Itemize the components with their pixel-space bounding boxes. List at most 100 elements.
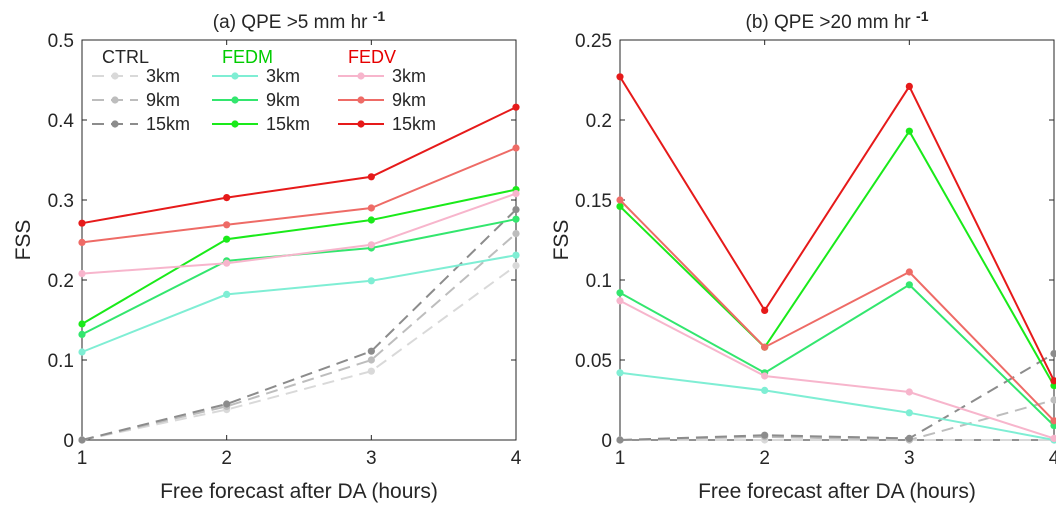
data-point-fedm-3km [223,290,231,298]
data-point-ctrl-3km [512,262,520,270]
data-point-fedv-9km [512,144,520,152]
x-tick-label: 3 [366,448,377,469]
series-line-fedv-9km [619,199,1055,422]
series-line-ctrl-9km [619,399,1055,442]
y-tick-label: 0.15 [575,191,612,212]
data-point-fedm-3km [616,369,624,377]
data-point-ctrl-15km [223,400,231,408]
y-tick-label: 0.1 [586,271,612,292]
y-tick-label: 0 [601,431,612,452]
data-point-fedm-9km [905,281,913,289]
data-point-fedv-3km [616,297,624,305]
legend-marker-fedv-15km [357,120,365,128]
chart-title-superscript: -1 [373,8,386,24]
data-point-ctrl-9km [1050,396,1056,404]
legend-marker-ctrl-15km [111,120,119,128]
data-point-fedv-3km [512,190,520,198]
data-point-fedv-3km [367,241,375,249]
data-point-fedm-15km [616,202,624,210]
data-point-fedv-9km [761,343,769,351]
data-point-ctrl-15km [616,436,624,444]
legend-group-title: FEDV [348,47,396,67]
data-point-fedv-9km [367,204,375,212]
series-line-fedv-15km [619,76,1055,382]
data-point-fedm-9km [78,330,86,338]
series-line-fedv-3km [81,192,517,275]
legend-label-ctrl-9km: 9km [146,90,180,110]
data-point-ctrl-15km [1050,350,1056,358]
y-axis-label: FSS [550,220,573,261]
data-point-fedm-3km [78,348,86,356]
x-axis-label: Free forecast after DA (hours) [160,480,438,503]
legend-label-fedv-3km: 3km [392,66,426,86]
panel-b: 1 2 3 4 0 0.05 0.1 0.15 0.2 0.25 Free forecast aft… [550,8,1056,503]
data-point-ctrl-15km [367,347,375,355]
legend-group-title: CTRL [102,47,149,67]
series-line-fedm-3km [81,254,517,353]
chart-title-superscript: -1 [916,8,929,24]
y-tick-label: 0.5 [48,31,74,52]
legend-label-fedm-3km: 3km [266,66,300,86]
data-point-fedv-9km [905,268,913,276]
data-point-ctrl-9km [367,356,375,364]
data-point-fedm-15km [905,127,913,135]
data-point-fedm-15km [78,320,86,328]
data-point-fedm-9km [512,215,520,223]
y-tick-label: 0 [63,431,74,452]
data-point-ctrl-9km [512,230,520,238]
y-tick-label: 0.2 [586,111,612,132]
y-tick-label: 0.4 [48,111,75,132]
series-line-ctrl-9km [81,232,517,441]
x-tick-label: 1 [77,448,88,469]
series-line-ctrl-15km [81,208,517,441]
data-point-fedv-15km [616,73,624,81]
series-line-ctrl-15km [619,352,1055,441]
y-tick-label: 0.2 [48,271,74,292]
data-point-fedv-15km [78,219,86,227]
legend-marker-ctrl-3km [111,72,119,80]
data-point-fedv-9km [223,221,231,229]
data-point-ctrl-15km [905,434,913,442]
data-point-fedm-15km [367,216,375,224]
legend-marker-fedm-3km [231,72,239,80]
data-point-ctrl-15km [78,436,86,444]
x-tick-label: 2 [221,448,232,469]
data-point-fedm-15km [223,235,231,243]
chart-title: (b) QPE >20 mm hr -1 [746,8,929,33]
y-tick-label: 0.05 [575,351,612,372]
data-point-fedv-3km [78,270,86,278]
data-point-fedv-9km [78,238,86,246]
legend: CTRL3km9km15kmFEDM3km9km15kmFEDV3km9km15… [92,47,436,134]
chart-title-main: (a) QPE >5 mm hr [213,12,373,33]
data-point-fedv-3km [905,388,913,396]
x-tick-label: 2 [759,448,770,469]
legend-label-ctrl-3km: 3km [146,66,180,86]
x-axis-label: Free forecast after DA (hours) [698,480,976,503]
legend-marker-fedv-9km [357,96,365,104]
data-point-fedv-3km [761,372,769,380]
data-point-fedv-15km [761,306,769,314]
series-line-fedv-15km [81,106,517,225]
data-point-fedv-15km [512,103,520,111]
legend-label-fedv-15km: 15km [392,114,436,134]
legend-marker-ctrl-9km [111,96,119,104]
data-point-fedv-3km [223,259,231,267]
series-line-fedm-15km [81,188,517,325]
data-point-fedm-9km [616,289,624,297]
data-point-fedv-3km [1050,434,1056,442]
y-tick-label: 0.1 [48,351,74,372]
data-point-fedv-15km [223,194,231,202]
series-line-fedm-9km [619,283,1055,427]
series-line-fedm-3km [619,371,1055,441]
legend-marker-fedv-3km [357,72,365,80]
x-tick-label: 3 [904,448,915,469]
data-point-fedv-15km [367,173,375,181]
legend-marker-fedm-9km [231,96,239,104]
series-line-fedv-9km [81,147,517,244]
legend-label-ctrl-15km: 15km [146,114,190,134]
chart-title-main: (b) QPE >20 mm hr [746,12,917,33]
x-tick-label: 4 [511,448,522,469]
legend-label-fedm-9km: 9km [266,90,300,110]
chart-title: (a) QPE >5 mm hr -1 [213,8,386,33]
series-line-fedm-9km [81,218,517,336]
